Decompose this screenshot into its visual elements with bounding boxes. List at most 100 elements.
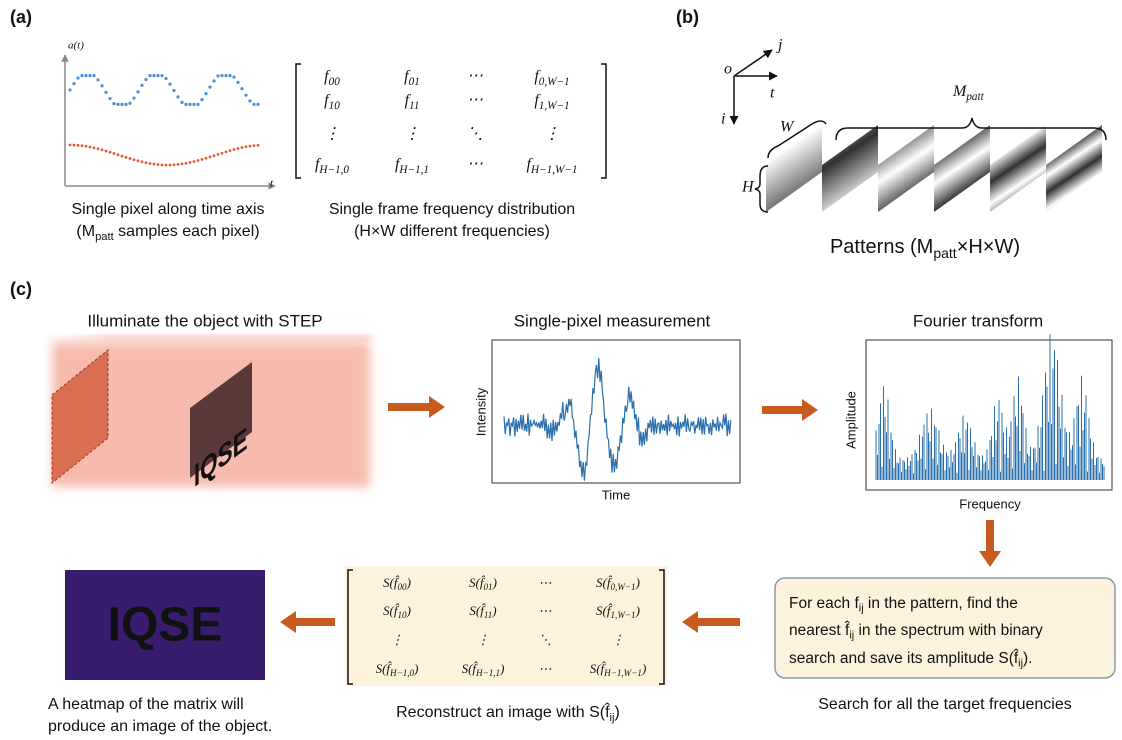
text-post: ) xyxy=(491,603,496,618)
search-text: nearest f̂ij in the spectrum with binary xyxy=(789,622,1043,642)
text-sub: 11 xyxy=(484,610,492,620)
text-pre: (M xyxy=(76,223,95,240)
sample-dot xyxy=(237,147,240,150)
sample-dot xyxy=(100,84,103,87)
text-post: ) xyxy=(635,603,640,618)
text-sub: H−1,W−1 xyxy=(603,668,642,678)
text-sub: 01 xyxy=(409,75,420,87)
sample-dot xyxy=(252,103,255,106)
sample-dot xyxy=(168,83,171,86)
matrix-entry: ⋮ xyxy=(544,126,560,143)
caption: (H×W different frequencies) xyxy=(354,223,550,240)
axis-label: Amplitude xyxy=(843,391,858,449)
sample-dot xyxy=(148,74,151,77)
sample-dot xyxy=(129,157,132,160)
sample-dot xyxy=(101,148,104,151)
sample-dot xyxy=(249,145,252,148)
sample-dot xyxy=(177,163,180,166)
text-pre: Patterns (M xyxy=(830,236,933,258)
text-sub: H−1,W−1 xyxy=(530,163,577,175)
sample-dot xyxy=(93,146,96,149)
axis-label: Intensity xyxy=(473,387,488,436)
sample-dot xyxy=(248,99,251,102)
matrix-entry: S(f̂00) xyxy=(383,575,411,592)
sample-dot xyxy=(192,103,195,106)
text-post: ) xyxy=(635,575,640,590)
step-title: Illuminate the object with STEP xyxy=(87,311,322,330)
sample-dot xyxy=(80,74,83,77)
heatmap-text: IQSE xyxy=(108,599,223,652)
text-post: ) xyxy=(492,575,497,590)
text-sub: 1,W−1 xyxy=(539,99,570,111)
sample-dot xyxy=(189,161,192,164)
sample-dot xyxy=(172,89,175,92)
axis-label: t xyxy=(770,85,775,102)
text-post: ) xyxy=(641,661,646,676)
sample-dot xyxy=(244,94,247,97)
sample-dot xyxy=(188,103,191,106)
text-sub: patt xyxy=(965,90,984,102)
text-sub: 00 xyxy=(329,75,341,87)
matrix-entry: S(f̂01) xyxy=(469,575,497,592)
sample-dot xyxy=(113,152,116,155)
text-sub: H−1,0 xyxy=(318,163,349,175)
text-sub: patt xyxy=(95,231,115,243)
matrix-entry: ⋯ xyxy=(539,575,552,590)
sample-dot xyxy=(161,163,164,166)
sample-dot xyxy=(228,74,231,77)
sample-dot xyxy=(204,92,207,95)
caption: produce an image of the object. xyxy=(48,718,272,735)
sample-dot xyxy=(173,163,176,166)
text-post: ) xyxy=(406,575,411,590)
axis-label: i xyxy=(721,111,725,128)
matrix-entry: ⋮ xyxy=(477,632,490,647)
sample-dot xyxy=(73,144,76,147)
text-sub: 10 xyxy=(329,99,341,111)
sample-dot xyxy=(229,149,232,152)
text-pre: search and save its amplitude S(f̂ xyxy=(789,650,1019,668)
sample-dot xyxy=(108,97,111,100)
sample-dot xyxy=(68,88,71,91)
caption: Single frame frequency distribution xyxy=(329,201,575,218)
sample-dot xyxy=(85,145,88,148)
sample-dot xyxy=(157,163,160,166)
sample-dot xyxy=(140,84,143,87)
sample-dot xyxy=(72,82,75,85)
axis-label: Frequency xyxy=(959,496,1021,511)
sample-dot xyxy=(105,150,108,153)
sample-dot xyxy=(104,91,107,94)
caption: Search for all the target frequencies xyxy=(818,696,1071,713)
text-pre: For each f xyxy=(789,595,859,612)
sample-dot xyxy=(121,155,124,158)
sample-dot xyxy=(236,81,239,84)
sample-dot xyxy=(193,160,196,163)
sample-dot xyxy=(233,148,236,151)
text-post: in the spectrum with binary xyxy=(854,622,1043,639)
axis-label: j xyxy=(776,37,783,54)
sample-dot xyxy=(181,163,184,166)
matrix-entry: ⋮ xyxy=(404,126,420,143)
sample-dot xyxy=(88,74,91,77)
text-post: ) xyxy=(499,661,504,676)
sample-dot xyxy=(89,146,92,149)
step-title: Single-pixel measurement xyxy=(514,311,711,330)
axis-label: Time xyxy=(602,487,630,502)
axis-label: a(t) xyxy=(68,40,84,52)
sample-dot xyxy=(208,86,211,89)
sample-dot xyxy=(209,156,212,159)
sample-dot xyxy=(257,144,260,147)
page: {"panel_a": {"label": "(a)", "y_axis": "… xyxy=(0,0,1122,740)
sample-dot xyxy=(77,144,80,147)
matrix-entry: ⋯ xyxy=(467,68,483,85)
sample-dot xyxy=(224,74,227,77)
matrix-entry: S(f̂10) xyxy=(383,603,411,620)
sample-dot xyxy=(232,76,235,79)
matrix-entry: ⋱ xyxy=(539,632,552,647)
sample-dot xyxy=(69,144,72,147)
sample-dot xyxy=(96,78,99,81)
text-pre: Reconstruct an image with S(f̂ xyxy=(396,702,610,722)
sample-dot xyxy=(128,102,131,105)
text-post: ×H×W) xyxy=(957,236,1020,258)
sample-dot xyxy=(217,153,220,156)
sample-dot xyxy=(205,157,208,160)
